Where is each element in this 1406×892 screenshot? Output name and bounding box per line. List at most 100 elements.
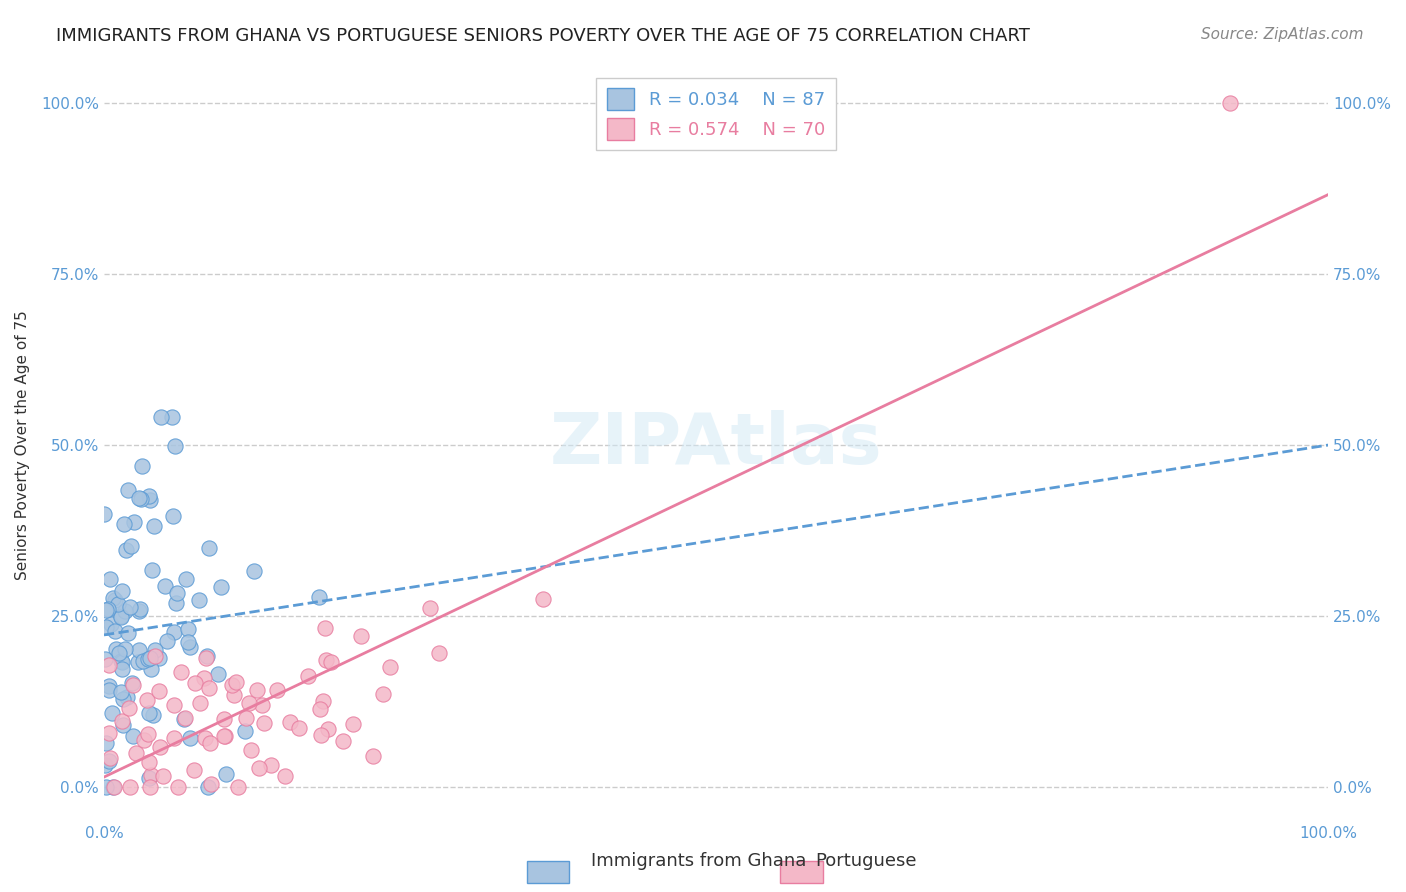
- Point: [297, 668, 319, 682]
- Point: [111, 655, 134, 669]
- Point: [243, 565, 266, 579]
- Text: ZIPAtlas: ZIPAtlas: [550, 410, 883, 480]
- Point: [274, 768, 297, 782]
- Point: [104, 624, 127, 639]
- Point: [97, 679, 120, 693]
- Point: [138, 706, 160, 720]
- Point: [138, 771, 160, 785]
- Point: [136, 727, 159, 741]
- Point: [100, 617, 122, 632]
- Point: [118, 700, 141, 714]
- Point: [350, 629, 373, 643]
- Text: Source: ZipAtlas.com: Source: ZipAtlas.com: [1201, 27, 1364, 42]
- Point: [315, 653, 337, 667]
- Point: [131, 492, 153, 507]
- Point: [266, 682, 288, 697]
- Point: [371, 688, 394, 702]
- Point: [97, 754, 120, 768]
- Point: [110, 654, 132, 668]
- Point: [122, 516, 145, 530]
- Point: [111, 718, 134, 732]
- Point: [1219, 95, 1241, 110]
- Point: [278, 714, 301, 729]
- Point: [94, 736, 117, 750]
- Point: [166, 585, 188, 599]
- Point: [94, 652, 117, 666]
- Point: [419, 601, 441, 615]
- Point: [193, 671, 215, 685]
- Point: [314, 621, 336, 635]
- Point: [179, 731, 201, 745]
- Point: [134, 733, 156, 747]
- Point: [114, 542, 136, 557]
- Point: [136, 652, 159, 666]
- Point: [195, 648, 218, 663]
- Point: [110, 685, 132, 699]
- Point: [225, 674, 247, 689]
- Point: [131, 458, 153, 473]
- Point: [93, 507, 115, 521]
- Point: [98, 725, 121, 739]
- Point: [98, 751, 121, 765]
- Point: [198, 681, 221, 696]
- Point: [247, 761, 270, 775]
- Point: [121, 676, 143, 690]
- Point: [129, 602, 152, 616]
- Point: [198, 736, 221, 750]
- Point: [332, 733, 354, 747]
- Point: [101, 706, 124, 720]
- Point: [117, 483, 139, 497]
- Point: [110, 609, 132, 624]
- Point: [188, 593, 211, 607]
- Point: [260, 758, 283, 772]
- Point: [114, 641, 136, 656]
- Point: [174, 711, 197, 725]
- Point: [163, 731, 186, 745]
- Point: [200, 777, 222, 791]
- Point: [226, 780, 249, 795]
- Point: [155, 579, 177, 593]
- Point: [287, 721, 309, 735]
- Point: [163, 625, 186, 640]
- Point: [110, 610, 132, 624]
- Point: [111, 662, 134, 676]
- Point: [97, 682, 120, 697]
- Point: [184, 675, 207, 690]
- Point: [118, 780, 141, 795]
- Point: [141, 564, 163, 578]
- Point: [427, 646, 450, 660]
- Point: [194, 731, 217, 746]
- Point: [253, 715, 276, 730]
- Point: [107, 597, 129, 611]
- Point: [319, 655, 342, 669]
- Point: [124, 747, 146, 761]
- Point: [380, 659, 402, 673]
- Point: [121, 730, 143, 744]
- Point: [165, 596, 187, 610]
- Point: [152, 768, 174, 782]
- Point: [166, 780, 188, 795]
- Text: IMMIGRANTS FROM GHANA VS PORTUGUESE SENIORS POVERTY OVER THE AGE OF 75 CORRELATI: IMMIGRANTS FROM GHANA VS PORTUGUESE SENI…: [56, 27, 1031, 45]
- Point: [531, 591, 554, 606]
- Point: [138, 650, 160, 665]
- Point: [312, 694, 335, 708]
- Point: [170, 665, 193, 679]
- Point: [142, 707, 165, 722]
- Point: [139, 493, 162, 508]
- Point: [177, 622, 200, 636]
- Point: [207, 666, 229, 681]
- Point: [145, 643, 167, 657]
- Point: [197, 780, 219, 795]
- Point: [112, 691, 135, 706]
- Point: [183, 763, 205, 777]
- Point: [139, 662, 162, 676]
- Point: [173, 712, 195, 726]
- Y-axis label: Seniors Poverty Over the Age of 75: Seniors Poverty Over the Age of 75: [15, 310, 30, 580]
- Legend: R = 0.034    N = 87, R = 0.574    N = 70: R = 0.034 N = 87, R = 0.574 N = 70: [596, 78, 835, 151]
- Point: [212, 729, 235, 743]
- Point: [98, 572, 121, 586]
- Point: [112, 517, 135, 532]
- Point: [96, 620, 118, 634]
- Point: [128, 642, 150, 657]
- Point: [215, 767, 238, 781]
